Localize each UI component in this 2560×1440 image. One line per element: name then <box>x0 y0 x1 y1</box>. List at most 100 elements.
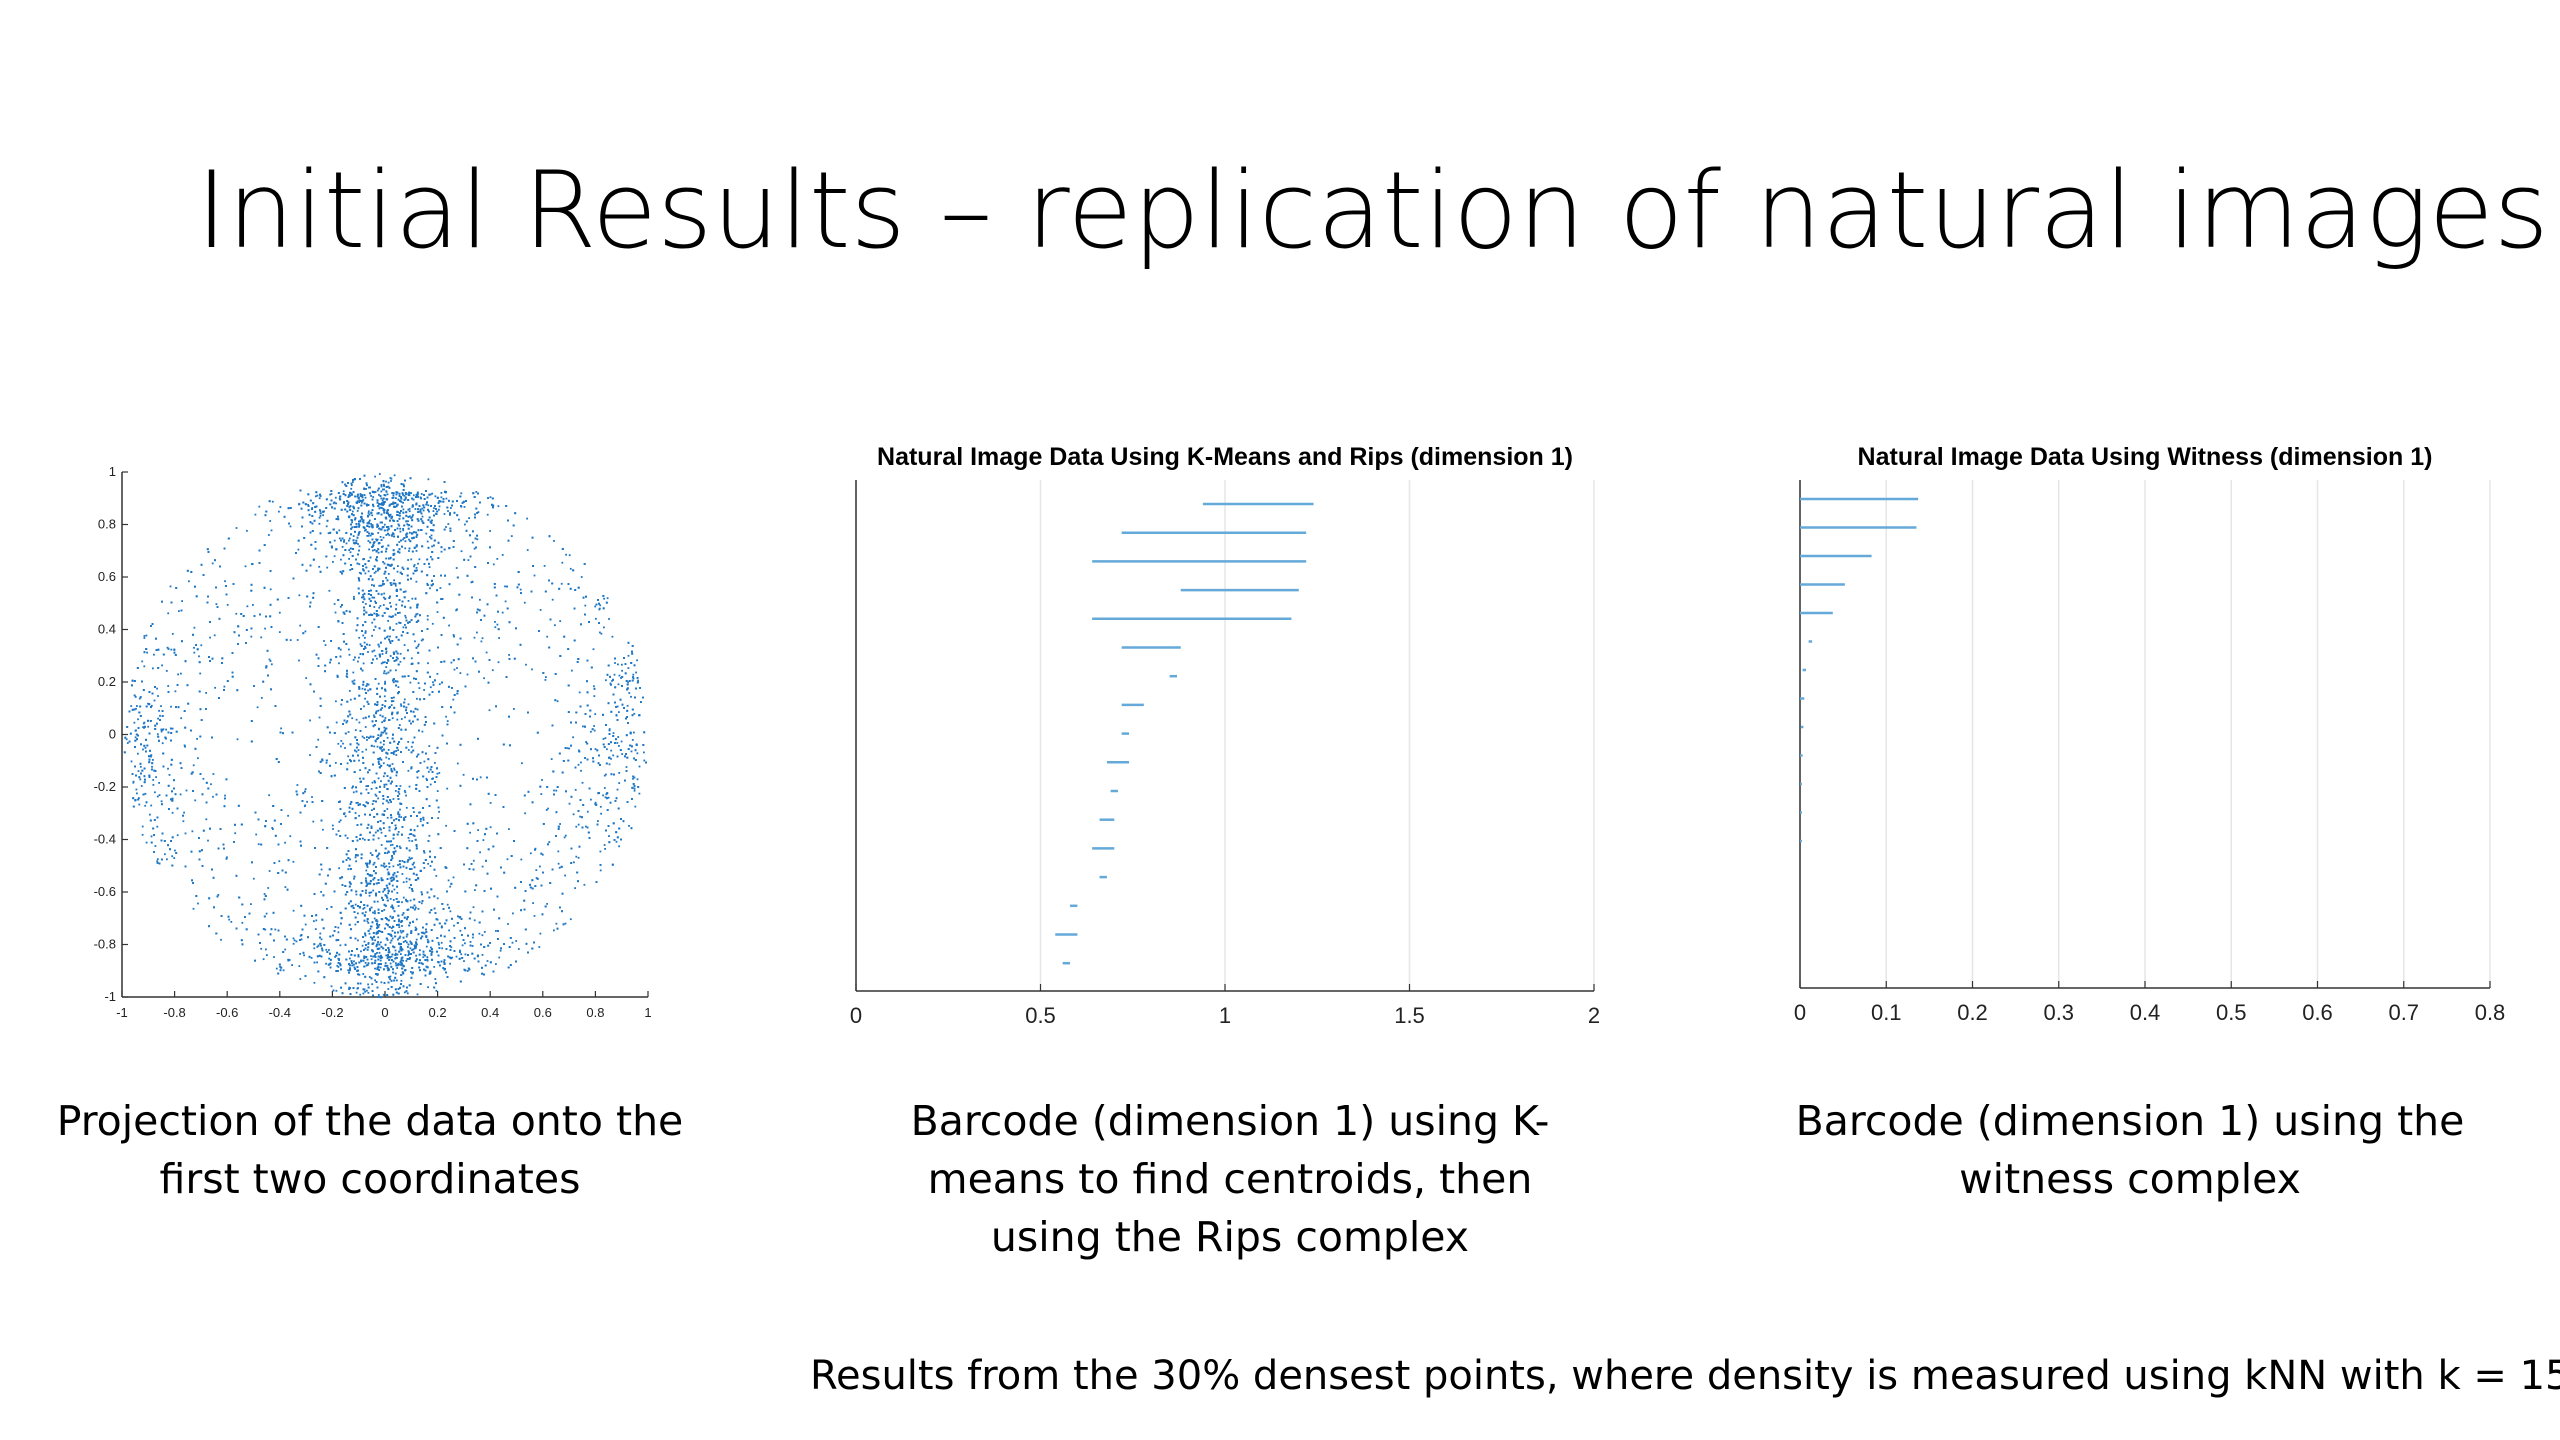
scatter-point <box>145 634 148 637</box>
scatter-point <box>456 762 459 765</box>
scatter-point <box>391 535 393 537</box>
scatter-point <box>409 858 412 860</box>
scatter-point <box>199 672 202 675</box>
scatter-point <box>389 477 392 479</box>
scatter-point <box>374 491 377 493</box>
scatter-point <box>532 902 534 904</box>
scatter-point <box>296 784 299 786</box>
scatter-point <box>427 478 430 481</box>
scatter-point <box>409 947 412 950</box>
scatter-point <box>348 539 350 542</box>
scatter-point <box>479 598 481 601</box>
scatter-point <box>147 702 149 705</box>
scatter-point <box>366 736 368 738</box>
scatter-point <box>533 574 536 577</box>
scatter-point <box>322 828 324 831</box>
scatter-point <box>399 929 402 932</box>
scatter-point <box>392 679 394 682</box>
scatter-point <box>383 596 385 599</box>
scatter-point <box>604 796 607 799</box>
scatter-point <box>365 785 368 787</box>
scatter-point <box>580 761 582 764</box>
scatter-point <box>167 612 170 615</box>
scatter-point <box>388 933 391 936</box>
scatter-point <box>235 612 238 615</box>
scatter-point <box>158 782 160 784</box>
scatter-point <box>572 813 575 816</box>
scatter-point <box>200 644 203 647</box>
scatter-point <box>220 938 222 941</box>
scatter-point <box>545 676 547 678</box>
scatter-point <box>579 815 581 818</box>
scatter-point <box>335 989 338 992</box>
scatter-point <box>388 757 390 760</box>
scatter-point <box>228 918 231 921</box>
scatter-point <box>348 558 350 560</box>
scatter-point <box>471 541 474 544</box>
scatter-point <box>392 753 395 756</box>
scatter-point <box>413 565 415 568</box>
scatter-point <box>602 738 605 740</box>
scatter-point <box>422 509 425 512</box>
scatter-point <box>380 497 383 500</box>
scatter-point <box>383 670 386 672</box>
scatter-point <box>183 744 186 747</box>
scatter-point <box>346 676 349 678</box>
scatter-point <box>391 879 394 882</box>
scatter-point <box>410 766 413 768</box>
scatter-point <box>396 718 399 721</box>
scatter-point <box>152 784 155 786</box>
scatter-point <box>398 918 400 921</box>
scatter-point <box>293 939 296 942</box>
scatter-point <box>541 779 543 781</box>
scatter-point <box>632 677 635 680</box>
scatter-point <box>280 727 282 730</box>
scatter-point <box>386 635 389 638</box>
scatter-point <box>466 673 469 676</box>
scatter-point <box>170 705 172 708</box>
scatter-point <box>568 747 571 750</box>
scatter-point <box>603 787 606 789</box>
scatter-point <box>411 597 414 600</box>
scatter-point <box>399 660 402 663</box>
scatter-point <box>407 703 410 706</box>
scatter-point <box>376 924 379 927</box>
scatter-point <box>214 686 216 689</box>
scatter-point <box>339 819 342 822</box>
scatter-point <box>404 614 407 617</box>
scatter-point <box>387 525 390 528</box>
scatter-point <box>367 683 370 686</box>
scatter-point <box>339 605 342 608</box>
scatter-point <box>156 825 159 828</box>
scatter-point <box>383 827 385 829</box>
scatter-point <box>265 954 268 956</box>
scatter-point <box>389 642 392 644</box>
scatter-point <box>315 495 317 498</box>
scatter-point <box>355 860 357 863</box>
scatter-point <box>265 948 267 951</box>
scatter-point <box>396 570 399 573</box>
scatter-point <box>440 550 443 553</box>
scatter-point <box>420 962 423 964</box>
scatter-point <box>358 636 361 639</box>
scatter-point <box>460 550 463 553</box>
scatter-point <box>489 802 492 804</box>
scatter-point <box>374 831 377 834</box>
scatter-point <box>380 662 383 665</box>
scatter-point <box>539 865 541 868</box>
scatter-point <box>349 858 351 861</box>
scatter-point <box>306 800 308 803</box>
scatter-point <box>362 499 365 501</box>
scatter-point <box>152 779 155 781</box>
scatter-point <box>447 523 450 525</box>
scatter-point <box>415 580 418 583</box>
scatter-point <box>392 494 395 497</box>
scatter-point <box>345 542 348 545</box>
scatter-point <box>430 556 432 558</box>
scatter-point <box>363 737 366 739</box>
scatter-point <box>153 699 156 702</box>
scatter-point <box>604 848 606 850</box>
scatter-point <box>381 499 384 502</box>
scatter-point <box>607 796 610 799</box>
scatter-point <box>616 705 619 708</box>
